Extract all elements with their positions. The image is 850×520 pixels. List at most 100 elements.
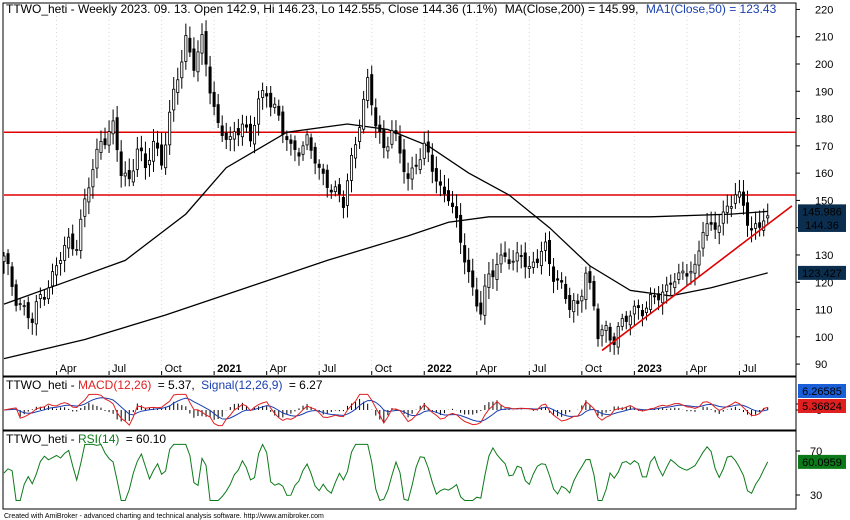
candle <box>156 130 160 157</box>
candle-body-down <box>6 253 10 264</box>
candle-body-down <box>547 239 552 265</box>
candle <box>208 55 212 105</box>
candle <box>507 248 511 270</box>
candle-body-down <box>576 300 580 304</box>
candle-body-up <box>301 145 305 155</box>
candle-body-down <box>265 93 269 97</box>
candle-body-up <box>729 206 733 209</box>
candle <box>91 159 95 199</box>
candle-body-up <box>107 131 111 146</box>
macd-panel-frame <box>2 376 797 431</box>
candle-body-down <box>475 289 479 307</box>
candle-body-down <box>560 280 564 283</box>
candle <box>127 158 131 187</box>
candle-body-up <box>721 211 725 224</box>
candle <box>758 210 762 237</box>
candle <box>176 67 180 105</box>
candle <box>46 280 50 305</box>
candle-body-up <box>572 300 576 313</box>
candle-body-up <box>754 223 758 229</box>
candle <box>273 97 277 114</box>
candle-body-down <box>446 190 451 202</box>
candle <box>135 136 139 177</box>
candle <box>495 252 499 291</box>
candle-body-down <box>479 302 483 315</box>
candle-body-down <box>293 140 297 150</box>
candle <box>240 114 244 146</box>
candle <box>204 20 208 77</box>
candle-body-up <box>55 265 59 276</box>
candle <box>697 240 701 277</box>
candle <box>665 276 669 304</box>
candle-body-down <box>596 308 600 340</box>
candle-body-up <box>59 260 63 264</box>
candle <box>430 143 434 184</box>
candle <box>527 256 531 278</box>
candle <box>519 244 523 269</box>
candle <box>426 130 430 163</box>
price-badge-text: 144.36 <box>805 220 839 232</box>
candle <box>588 265 592 290</box>
candle <box>438 169 442 197</box>
candle <box>248 115 253 147</box>
candle-body-up <box>63 245 67 261</box>
candle <box>653 288 657 305</box>
price-title: TTWO_heti - Weekly 2023. 09. 13. Open 14… <box>6 2 777 16</box>
candle-body-up <box>580 295 584 302</box>
candle <box>83 188 87 228</box>
candle <box>103 127 107 150</box>
candle-body-down <box>713 222 717 230</box>
price-panel-frame <box>2 2 797 377</box>
candle-body-up <box>495 264 499 280</box>
candle <box>422 131 426 166</box>
candle-body-down <box>337 184 341 195</box>
candle <box>123 161 127 187</box>
candle-body-down <box>564 283 568 300</box>
candle <box>701 221 705 257</box>
candle <box>257 90 261 136</box>
candle-body-up <box>172 88 176 111</box>
y-tick-label: 200 <box>815 59 833 71</box>
candle-body-up <box>661 291 665 304</box>
candle <box>325 164 329 198</box>
candle-body-up <box>2 255 6 262</box>
candle <box>750 216 754 243</box>
candle-body-up <box>151 140 156 162</box>
candle <box>236 118 240 147</box>
candle-body-down <box>442 186 446 195</box>
macd-title: TTWO_heti - MACD(12,26) = 5.37, Signal(1… <box>6 378 323 392</box>
candle <box>649 287 653 314</box>
candle-body-down <box>269 92 273 108</box>
candle <box>442 174 446 203</box>
candle <box>677 263 681 285</box>
candle-body-down <box>568 295 572 310</box>
candle-body-down <box>657 293 661 301</box>
candle-body-up <box>410 167 414 180</box>
candle-body-down <box>503 252 507 257</box>
candle-body-down <box>321 168 325 174</box>
candle-body-down <box>143 153 147 169</box>
candle-body-up <box>487 273 491 288</box>
candle-body-down <box>370 74 374 106</box>
candle-body-down <box>248 123 253 142</box>
candle-body-down <box>224 132 228 140</box>
candle <box>455 194 459 228</box>
candle-body-up <box>693 263 697 274</box>
x-tick-label: 2022 <box>427 363 451 375</box>
candle <box>309 133 313 159</box>
candle <box>673 273 677 296</box>
candle <box>511 250 515 271</box>
candle <box>640 303 644 327</box>
candle-body-down <box>236 128 240 136</box>
candle-body-up <box>184 35 188 62</box>
candle-body-down <box>30 318 34 323</box>
candle <box>71 224 75 256</box>
candle <box>535 249 539 269</box>
candle-body-down <box>523 252 527 268</box>
candle-body-up <box>87 187 91 203</box>
candle-body-up <box>515 252 519 262</box>
candle-body-down <box>156 142 160 149</box>
candle-body-down <box>414 164 418 167</box>
candle-body-up <box>689 270 693 274</box>
candle <box>766 203 770 224</box>
